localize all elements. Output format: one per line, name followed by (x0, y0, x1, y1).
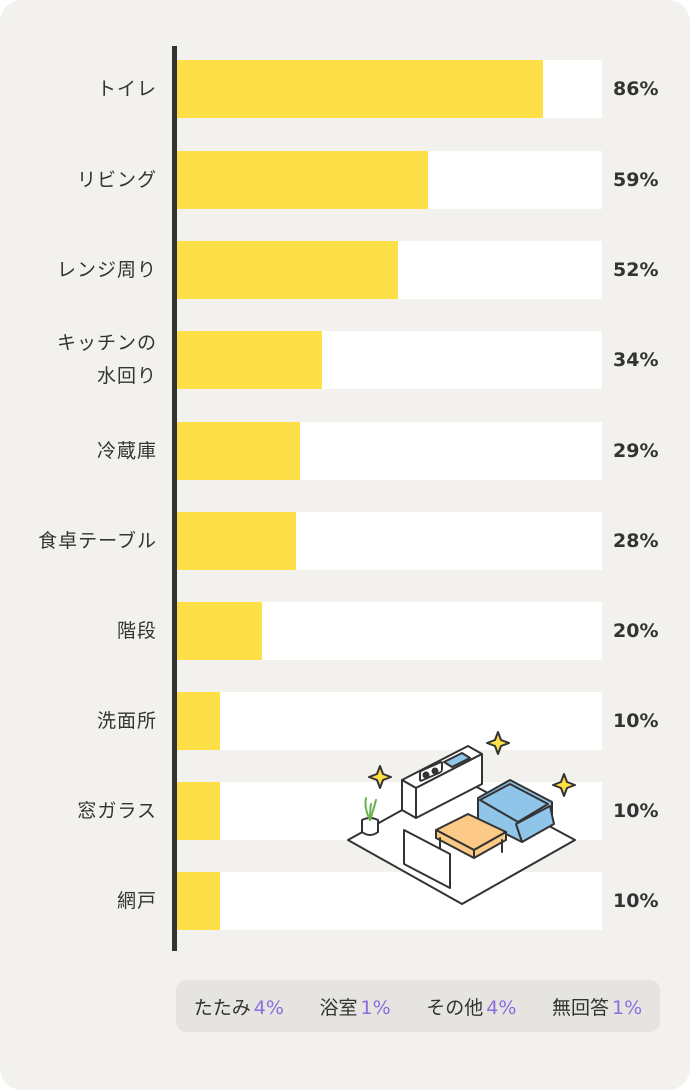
category-axis-line (172, 46, 177, 951)
other-response-value: 4% (253, 996, 284, 1019)
bar-track (177, 241, 602, 299)
bar-row: 階段 20% (0, 602, 690, 660)
bar-track (177, 692, 602, 750)
category-label: 冷蔵庫 (96, 439, 157, 462)
bar-track (177, 872, 602, 930)
bar-track (177, 422, 602, 480)
other-response-value: 1% (612, 996, 643, 1019)
category-label: トイレ (96, 77, 157, 100)
value-label: 52% (613, 259, 659, 281)
bar-track (177, 331, 602, 389)
other-response-item: 無回答 1% (552, 993, 642, 1020)
other-response-item: たたみ 4% (194, 993, 284, 1020)
bar (177, 60, 543, 118)
living-room-illustration-icon (347, 731, 576, 905)
bar-row: キッチンの 水回り 34% (0, 331, 690, 389)
bar-row: レンジ周り 52% (0, 241, 690, 299)
bar-row: 洗面所 10% (0, 692, 690, 750)
value-label: 29% (613, 440, 659, 462)
other-response-value: 1% (360, 996, 391, 1019)
other-response-item: その他 4% (426, 993, 516, 1020)
value-label: 10% (613, 890, 659, 912)
bar-row: 網戸 10% (0, 872, 690, 930)
bar (177, 512, 296, 570)
bar (177, 872, 220, 930)
bar-track (177, 60, 602, 118)
category-label: 階段 (116, 619, 157, 642)
other-response-label: その他 (426, 996, 484, 1019)
value-label: 86% (613, 78, 659, 100)
bar (177, 692, 220, 750)
value-label: 34% (613, 349, 659, 371)
value-label: 10% (613, 800, 659, 822)
bar (177, 782, 220, 840)
category-label: レンジ周り (56, 258, 157, 281)
other-response-value: 4% (486, 996, 517, 1019)
other-response-label: 無回答 (552, 996, 610, 1019)
bar-row: 食卓テーブル 28% (0, 512, 690, 570)
category-label: リビング (76, 168, 157, 191)
bar (177, 241, 398, 299)
bar (177, 331, 322, 389)
category-label: 洗面所 (96, 709, 157, 732)
bar-row: トイレ 86% (0, 60, 690, 118)
other-response-label: たたみ (193, 996, 251, 1019)
category-label: キッチンの 水回り (56, 332, 157, 387)
value-label: 59% (613, 169, 659, 191)
other-response-label: 浴室 (319, 996, 358, 1019)
bar-track (177, 602, 602, 660)
other-responses-box: たたみ 4% 浴室 1% その他 4% 無回答 1% (176, 980, 660, 1032)
value-label: 20% (613, 620, 659, 642)
category-label: 網戸 (116, 889, 157, 912)
category-label: 窓ガラス (77, 799, 157, 822)
value-label: 28% (613, 530, 659, 552)
bar-track (177, 512, 602, 570)
category-label: 食卓テーブル (38, 529, 157, 552)
bar (177, 151, 428, 209)
bar-row: 冷蔵庫 29% (0, 422, 690, 480)
bar (177, 602, 262, 660)
bar-track (177, 151, 602, 209)
other-response-item: 浴室 1% (320, 993, 391, 1020)
bar (177, 422, 300, 480)
bar-row: リビング 59% (0, 151, 690, 209)
value-label: 10% (613, 710, 659, 732)
